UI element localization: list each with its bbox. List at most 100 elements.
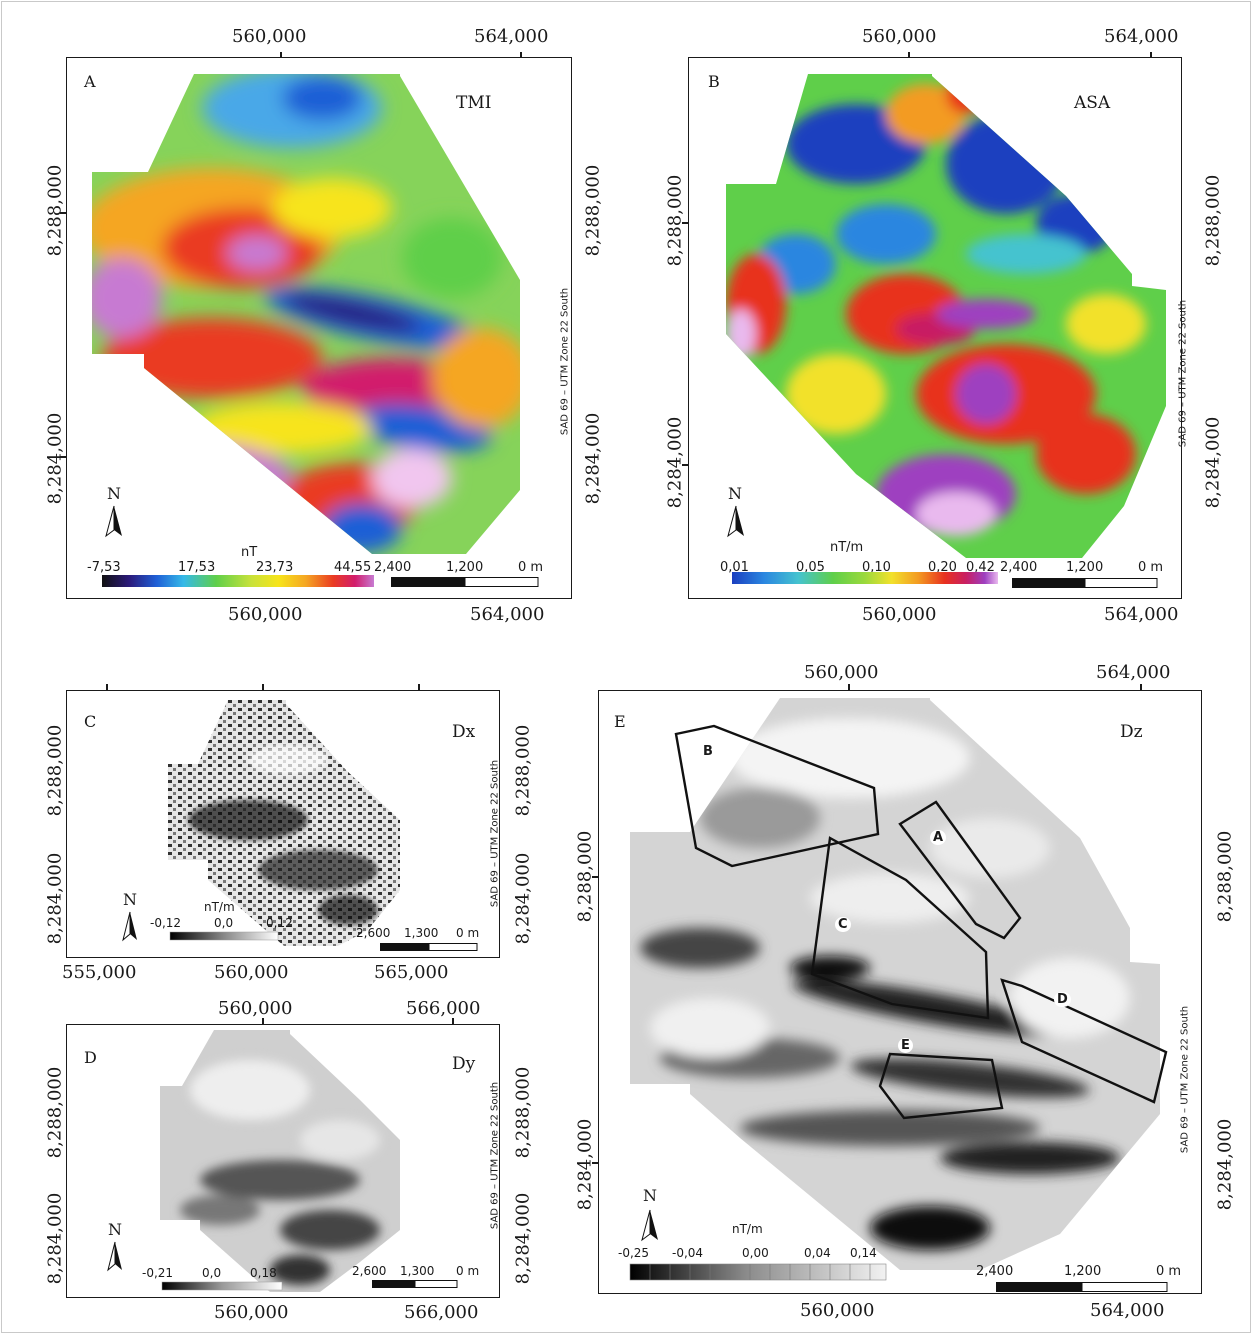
panel-e-north-label: N: [643, 1186, 657, 1205]
tick: [60, 212, 66, 214]
panel-e-legend-value-2: -0,04: [672, 1246, 704, 1260]
panel-e-legend-value-5: 0,14: [850, 1246, 877, 1260]
panel-d-bottom-tick-2: 566,000: [404, 1302, 479, 1323]
panel-e-legend-unit: nT/m: [732, 1222, 763, 1236]
tick: [848, 684, 850, 690]
panel-b-scale-label-2: 1,200: [1066, 560, 1104, 575]
panel-d-crs: SAD 69 – UTM Zone 22 South: [489, 1081, 501, 1230]
zone-label-c: C: [835, 917, 851, 932]
panel-c-right-tick-2: 8,284,000: [512, 852, 534, 945]
panel-e-crs: SAD 69 – UTM Zone 22 South: [1179, 1005, 1191, 1154]
tick: [592, 876, 598, 878]
zone-label-e: E: [898, 1038, 913, 1053]
panel-a-legend-value-1: -7,53: [87, 560, 121, 575]
panel-a-letter: A: [84, 72, 96, 91]
panel-c-title: Dx: [452, 722, 476, 742]
panel-b-top-tick-2: 564,000: [1104, 26, 1179, 47]
tick: [908, 52, 910, 58]
panel-d-letter: D: [84, 1048, 97, 1067]
panel-c-left-tick-2: 8,284,000: [44, 852, 66, 945]
zone-label-d: D: [1054, 992, 1071, 1007]
panel-d-right-tick-2: 8,284,000: [512, 1192, 534, 1285]
panel-c-scale-label-1: 2,600: [356, 926, 391, 940]
panel-d-top-tick-1: 560,000: [218, 998, 293, 1019]
panel-b-scale-bar: [1012, 578, 1158, 588]
panel-b-left-tick-1: 8,288,000: [664, 174, 686, 267]
panel-c-legend-value-1: -0,12: [150, 916, 182, 930]
panel-e-legend-value-4: 0,04: [804, 1246, 831, 1260]
panel-b-legend-value-4: 0,20: [928, 560, 957, 575]
panel-a-title: TMI: [456, 93, 492, 113]
panel-a-left-tick-1: 8,288,000: [44, 164, 66, 257]
tick: [682, 222, 688, 224]
tick: [682, 464, 688, 466]
panel-c-right-tick-1: 8,288,000: [512, 724, 534, 817]
panel-d-left-tick-2: 8,284,000: [44, 1192, 66, 1285]
panel-b-title: ASA: [1074, 93, 1111, 113]
panel-d-right-tick-1: 8,288,000: [512, 1066, 534, 1159]
panel-d-bottom-tick-1: 560,000: [214, 1302, 289, 1323]
zone-label-a: A: [930, 830, 947, 845]
panel-a-right-tick-2: 8,284,000: [582, 412, 604, 505]
panel-b-top-tick-1: 560,000: [862, 26, 937, 47]
panel-a-legend-value-4: 44,55: [334, 560, 372, 575]
tick: [452, 1018, 454, 1024]
panel-e-top-tick-1: 560,000: [804, 662, 879, 683]
panel-b-crs: SAD 69 – UTM Zone 22 South: [1177, 299, 1189, 448]
panel-d-dy-map: [160, 1030, 400, 1292]
panel-c-scale-label-3: 0 m: [456, 926, 480, 940]
panel-e-title: Dz: [1120, 722, 1143, 742]
panel-b-legend-value-1: 0,01: [720, 560, 749, 575]
panel-e-legend-value-3: 0,00: [742, 1246, 769, 1260]
panel-e-scale-bar: [996, 1282, 1168, 1292]
panel-a-legend-value-3: 23,73: [256, 560, 294, 575]
panel-b-scale-label-1: 2,400: [1000, 560, 1038, 575]
panel-d-legend-value-3: 0,18: [250, 1266, 277, 1280]
panel-a-top-tick-2: 564,000: [474, 26, 549, 47]
panel-b-north-label: N: [728, 484, 742, 503]
panel-b-bottom-tick-1: 560,000: [862, 604, 937, 625]
tick: [106, 684, 108, 690]
panel-e-right-tick-1: 8,288,000: [1214, 830, 1236, 923]
panel-e-top-tick-2: 564,000: [1096, 662, 1171, 683]
panel-a-scale-bar: [391, 577, 539, 587]
north-arrow-icon: [122, 911, 137, 942]
panel-a-crs: SAD 69 – UTM Zone 22 South: [559, 287, 571, 436]
panel-e-scale-label-3: 0 m: [1156, 1264, 1182, 1279]
panel-e-bottom-tick-1: 560,000: [800, 1300, 875, 1321]
panel-b-legend-unit: nT/m: [830, 540, 864, 555]
panel-d-legend-value-2: 0,0: [202, 1266, 222, 1280]
panel-d-title: Dy: [452, 1054, 476, 1074]
panel-a-legend-value-2: 17,53: [178, 560, 216, 575]
panel-e-left-tick-2: 8,284,000: [574, 1118, 596, 1211]
tick: [262, 684, 264, 690]
panel-b-scale-label-3: 0 m: [1138, 560, 1164, 575]
panel-c-bottom-tick-2: 560,000: [214, 962, 289, 983]
panel-d-left-tick-1: 8,288,000: [44, 1066, 66, 1159]
tick: [592, 1162, 598, 1164]
panel-c-bottom-tick-1: 555,000: [62, 962, 137, 983]
panel-b-letter: B: [708, 72, 720, 91]
panel-a-north-label: N: [107, 484, 121, 503]
panel-b-right-tick-1: 8,288,000: [1202, 174, 1224, 267]
panel-a-tmi-map: [92, 74, 520, 554]
panel-c-legend-value-2: 0,0: [214, 916, 234, 930]
panel-b-legend-value-2: 0,05: [796, 560, 825, 575]
panel-b-asa-map: [726, 74, 1166, 558]
panel-c-scale-bar: [380, 943, 478, 951]
panel-a-bottom-tick-2: 564,000: [470, 604, 545, 625]
panel-b-legend-value-3: 0,10: [862, 560, 891, 575]
panel-e-letter: E: [614, 712, 626, 731]
panel-c-crs: SAD 69 – UTM Zone 22 South: [489, 759, 501, 908]
tick: [520, 52, 522, 58]
panel-d-top-tick-2: 566,000: [406, 998, 481, 1019]
panel-d-scale-label-3: 0 m: [456, 1264, 480, 1278]
panel-e-gray-legend: [629, 1263, 887, 1281]
panel-e-scale-label-1: 2,400: [976, 1264, 1014, 1279]
panel-c-north-label: N: [123, 890, 137, 909]
panel-a-left-tick-2: 8,284,000: [44, 412, 66, 505]
panel-c-bottom-tick-3: 565,000: [374, 962, 449, 983]
panel-d-scale-label-2: 1,300: [400, 1264, 435, 1278]
north-arrow-icon: [641, 1209, 658, 1242]
panel-b-legend-value-5: 0,42: [966, 560, 995, 575]
